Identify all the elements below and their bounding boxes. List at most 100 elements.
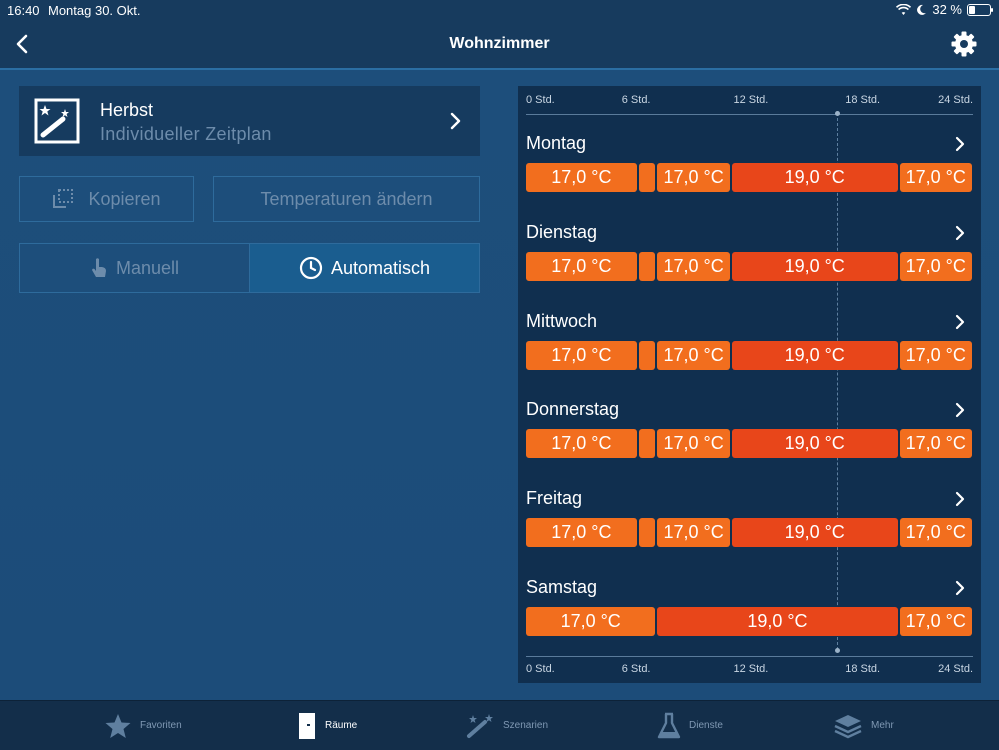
zeitplan-card[interactable]: Herbst Individueller Zeitplan — [19, 86, 480, 156]
temperature-segment: 19,0 °C — [731, 429, 898, 459]
weekly-schedule: 0 Std. 6 Std. 12 Std. 18 Std. 24 Std. Montag… — [518, 86, 981, 683]
zeitplan-type: Individueller Zeitplan — [100, 124, 272, 144]
axis-bottom-tick-label: 6 Std. — [621, 663, 651, 675]
battery-percent: 32 % — [932, 2, 962, 17]
time-axis-bottom: 0 Std. 6 Std. 12 Std. 18 Std. 24 Std. — [526, 656, 973, 679]
temperature-segment: 17,0 °C — [657, 251, 730, 281]
temperature-segment — [638, 340, 656, 370]
chevron-right-icon — [450, 112, 461, 130]
axis-top-tick-label: 12 Std. — [733, 94, 769, 106]
axis-bottom-tick-label: 24 Std. — [938, 663, 973, 675]
temperature-bars: 17,0 °C 17,0 °C 19,0 °C 17,0 °C — [526, 518, 973, 548]
battery-icon — [967, 3, 993, 16]
tab-label: Dienste — [689, 720, 723, 731]
time-axis-top: 0 Std. 6 Std. 12 Std. 18 Std. 24 Std. — [526, 92, 973, 115]
status-time: 16:40 — [7, 3, 40, 18]
temperature-segment: 17,0 °C — [899, 518, 972, 548]
door-icon — [297, 712, 325, 740]
chevron-right-icon — [955, 225, 965, 240]
star-icon — [104, 712, 140, 740]
day-row-dienstag[interactable]: Dienstag 17,0 °C 17,0 °C 19,0 °C 17,0 °C — [526, 222, 973, 284]
main-content: Herbst Individueller Zeitplan Kopieren T… — [0, 68, 999, 700]
temperature-segment: 19,0 °C — [731, 340, 898, 370]
copy-label: Kopieren — [88, 188, 161, 209]
zeitplan-name: Herbst — [100, 100, 154, 120]
layers-icon — [833, 713, 871, 739]
temperature-segment: 19,0 °C — [731, 251, 898, 281]
temperature-segment — [638, 518, 656, 548]
tab-label: Favoriten — [140, 720, 182, 731]
tab-label: Räume — [325, 720, 358, 731]
hand-pointer-icon — [91, 258, 106, 277]
page-title: Wohnzimmer — [449, 35, 550, 52]
mode-manual-option[interactable]: Manuell — [20, 244, 250, 292]
copy-button[interactable]: Kopieren — [19, 176, 194, 222]
clock-icon — [299, 256, 323, 280]
day-name: Dienstag — [526, 221, 598, 242]
temperature-segment: 17,0 °C — [899, 163, 972, 192]
day-name: Montag — [526, 133, 587, 153]
day-name: Freitag — [526, 488, 583, 509]
axis-bottom-tick-label: 18 Std. — [845, 663, 881, 675]
temperature-segment: 17,0 °C — [526, 429, 637, 459]
tab-favoriten[interactable]: Favoriten — [104, 701, 182, 750]
custom-schedule-wand-icon — [34, 98, 80, 144]
gear-icon[interactable] — [949, 29, 979, 59]
temperature-bars: 17,0 °C 17,0 °C 19,0 °C 17,0 °C — [526, 340, 973, 370]
chevron-right-icon — [955, 403, 965, 418]
temperature-segment: 17,0 °C — [526, 251, 637, 281]
chevron-right-icon — [955, 492, 965, 507]
temperature-segment: 17,0 °C — [657, 429, 730, 459]
battery-fill — [969, 5, 976, 14]
mode-auto-option[interactable]: Automatisch — [250, 244, 479, 292]
day-name: Donnerstag — [526, 399, 620, 420]
day-row-mittwoch[interactable]: Mittwoch 17,0 °C 17,0 °C 19,0 °C 17,0 °C — [526, 311, 973, 373]
axis-top-tick-label: 18 Std. — [845, 94, 881, 106]
day-row-donnerstag[interactable]: Donnerstag 17,0 °C 17,0 °C 19,0 °C 17,0 °C — [526, 399, 973, 461]
day-row-montag[interactable]: Montag 17,0 °C 17,0 °C 19,0 °C 17,0 °C — [526, 133, 973, 195]
axis-bottom-tick-label: 12 Std. — [733, 663, 769, 675]
temperature-segment: 17,0 °C — [526, 518, 637, 548]
chevron-right-icon — [955, 136, 965, 152]
temperature-segment: 19,0 °C — [731, 163, 898, 192]
temperature-bars: 17,0 °C 17,0 °C 19,0 °C 17,0 °C — [526, 251, 973, 281]
temperature-segment: 19,0 °C — [731, 518, 898, 548]
tab-label: Szenarien — [503, 720, 549, 731]
axis-top-tick-label: 24 Std. — [938, 94, 973, 106]
temperature-segment — [638, 163, 656, 192]
tab-räume[interactable]: Räume — [297, 701, 357, 750]
temperature-segment — [638, 429, 656, 459]
temperature-segment: 19,0 °C — [657, 607, 898, 636]
wifi-icon — [896, 3, 912, 15]
navigation-bar: Wohnzimmer — [0, 22, 999, 68]
day-name: Samstag — [526, 577, 598, 597]
tab-dienste[interactable]: Dienste — [657, 701, 723, 750]
temperature-segment: 17,0 °C — [657, 518, 730, 548]
status-indicators: 32 % — [896, 2, 993, 17]
current-time-line — [837, 113, 839, 650]
moon-icon — [917, 4, 927, 15]
tab-mehr[interactable]: Mehr — [833, 701, 894, 750]
status-date: Montag 30. Okt. — [48, 3, 141, 18]
temperature-segment — [638, 251, 656, 281]
temperature-segment: 17,0 °C — [526, 607, 656, 636]
magic-wand-icon — [465, 712, 503, 740]
temperature-segment: 17,0 °C — [899, 251, 972, 281]
mode-segmented-control: Manuell Automatisch — [19, 243, 480, 293]
temperature-bars: 17,0 °C 17,0 °C 19,0 °C 17,0 °C — [526, 429, 973, 459]
tab-bar: Favoriten Räume Szenarien Dienste Mehr — [0, 700, 999, 750]
back-chevron-icon[interactable] — [10, 31, 36, 57]
temperature-bars: 17,0 °C 17,0 °C 19,0 °C 17,0 °C — [526, 163, 973, 192]
chevron-right-icon — [955, 314, 965, 329]
change-temperatures-label: Temperaturen ändern — [260, 188, 433, 209]
temperature-bars: 17,0 °C 19,0 °C 17,0 °C — [526, 607, 973, 636]
temperature-segment: 17,0 °C — [526, 340, 637, 370]
temperature-segment: 17,0 °C — [657, 163, 730, 192]
tab-szenarien[interactable]: Szenarien — [465, 701, 548, 750]
mode-auto-label: Automatisch — [330, 257, 431, 278]
day-row-samstag[interactable]: Samstag 17,0 °C 19,0 °C 17,0 °C — [526, 577, 973, 639]
axis-top-tick-label: 0 Std. — [526, 94, 555, 106]
change-temperatures-button[interactable]: Temperaturen ändern — [213, 176, 480, 222]
tab-label: Mehr — [871, 720, 894, 731]
day-row-freitag[interactable]: Freitag 17,0 °C 17,0 °C 19,0 °C 17,0 °C — [526, 488, 973, 550]
